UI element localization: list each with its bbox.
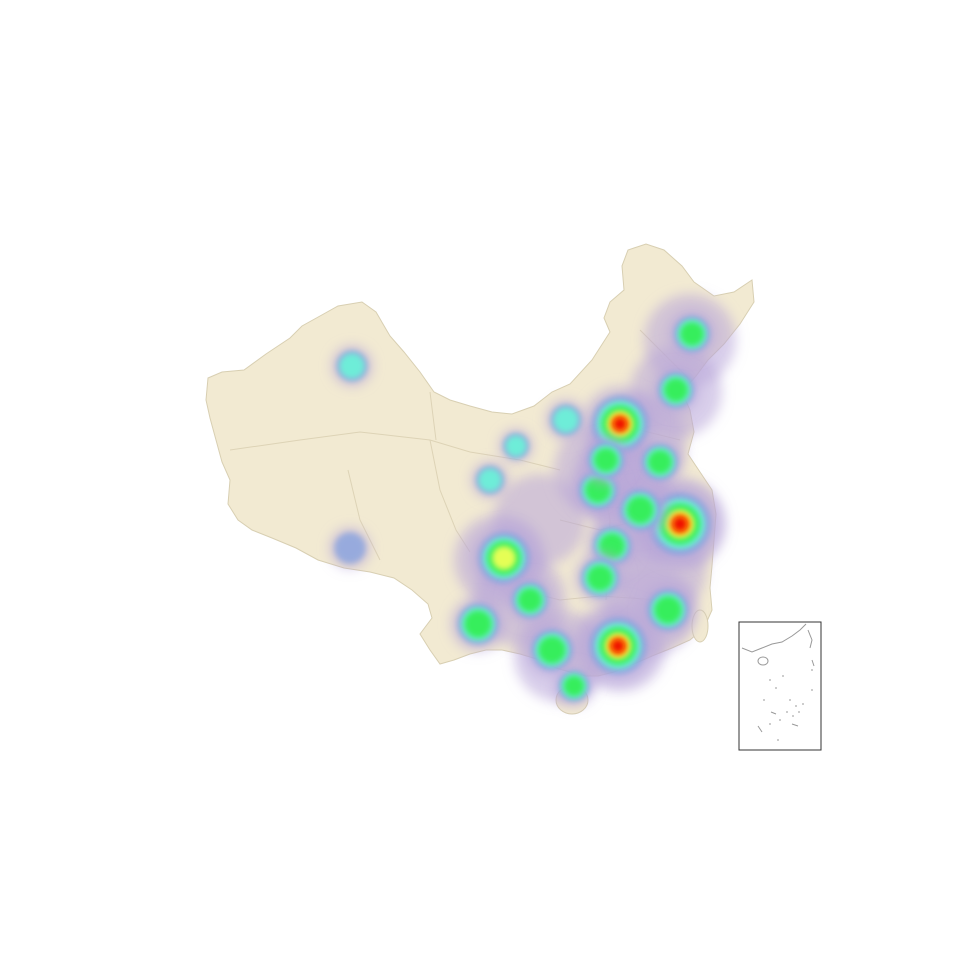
hotspot-yinchuan: [499, 429, 533, 463]
inset-islands: [763, 669, 813, 741]
hotspot-xiamen-fuzhou: [640, 582, 696, 638]
hotspot-guiyang: [506, 576, 554, 624]
inset-frame: [738, 621, 822, 751]
hotspot-harbin: [668, 310, 716, 358]
heatmap-layer: [329, 294, 736, 707]
inset-coastline: [741, 623, 807, 653]
hotspot-nanning: [524, 622, 580, 678]
hotspot-jinan: [636, 438, 684, 486]
hotspot-lanzhou: [471, 461, 509, 499]
hotspot-zhengzhou: [572, 464, 624, 516]
south-china-sea-inset: [738, 621, 822, 751]
inset-taiwan: [807, 629, 813, 649]
hotspot-chengdu-chongqing: [470, 524, 538, 592]
hotspot-kunming: [450, 596, 506, 652]
hotspot-changsha: [574, 552, 626, 604]
hotspot-hefei: [612, 482, 668, 538]
hotspot-urumqi: [331, 345, 373, 387]
hotspot-guangzhou-shenzhen: [580, 608, 656, 684]
hotspot-shenyang: [652, 366, 700, 414]
inset-hainan: [757, 656, 769, 666]
hotspot-hohhot: [545, 399, 587, 441]
hotspot-shijiazhuang: [582, 436, 630, 484]
hotspot-haikou: [553, 665, 595, 707]
inset-dash-lines: [757, 659, 815, 733]
hotspot-lhasa: [329, 527, 371, 569]
